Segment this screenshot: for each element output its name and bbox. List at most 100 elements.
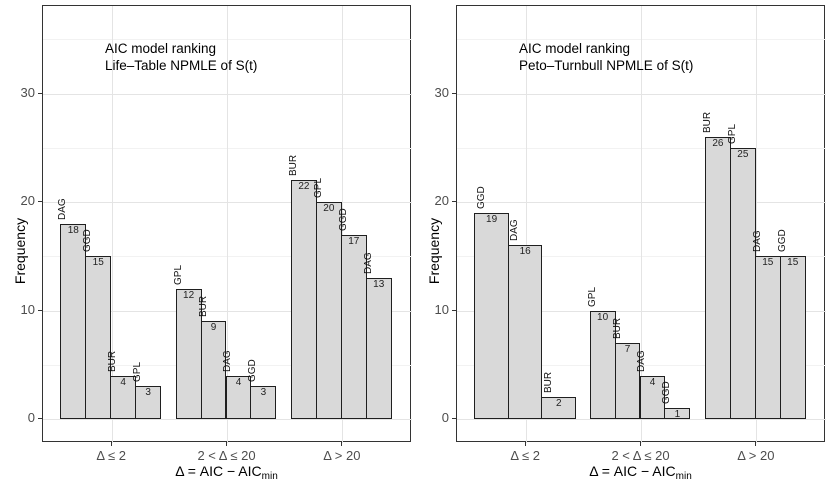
y-tick-label: 20: [434, 193, 449, 208]
y-tick: [452, 201, 456, 202]
bar-model-label: GPL: [172, 264, 184, 285]
x-tick: [524, 442, 526, 446]
bar-GPL: [589, 310, 616, 419]
bar-model-label: DAG: [57, 198, 69, 220]
bar-GPL: [315, 202, 342, 419]
x-axis-title-subscript: min: [675, 471, 692, 482]
bar-value-label: 7: [624, 344, 631, 356]
x-tick: [226, 442, 227, 446]
bar-model-label: GGD: [82, 229, 94, 253]
bar-BUR: [110, 375, 137, 419]
bar-GPL: [729, 147, 756, 419]
bar-value-label: 20: [323, 203, 335, 214]
x-tick: [755, 442, 757, 446]
bar-value-label: 3: [260, 387, 267, 399]
x-tick-label: Δ ≤ 2: [510, 448, 540, 463]
gridline-major-x: [641, 6, 642, 443]
y-tick-label: 20: [20, 193, 35, 208]
y-tick: [38, 92, 42, 94]
x-tick-label: 2 < Δ ≤ 20: [197, 448, 256, 463]
bar-GGD: [664, 408, 691, 419]
bar-value-label: 10: [597, 311, 609, 323]
bar-model-label: GGD: [661, 381, 673, 405]
bar-model-label: GGD: [776, 229, 788, 253]
bar-value-label: 26: [712, 137, 724, 149]
bar-model-label: BUR: [542, 372, 554, 394]
bar-model-label: DAG: [636, 349, 648, 372]
y-tick-label: 0: [27, 410, 35, 425]
bar-value-label: 13: [373, 278, 385, 290]
x-tick-label: Δ ≤ 2: [96, 448, 126, 463]
bar-model-label: GPL: [586, 286, 598, 307]
bar-BUR: [704, 136, 731, 419]
bar-model-label: DAG: [509, 219, 521, 242]
bar-value-label: 19: [486, 213, 498, 225]
bar-BUR: [541, 397, 577, 419]
bar-model-label: BUR: [287, 155, 299, 177]
plot-panel: AIC model ranking Life–Table NPMLE of S(t…: [42, 5, 412, 443]
bar-value-label: 4: [235, 376, 242, 388]
panel-title-line: Peto–Turnbull NPMLE of S(t): [519, 58, 694, 73]
bar-value-label: 3: [145, 387, 151, 399]
y-tick: [38, 309, 42, 311]
bar-GGD: [340, 234, 367, 419]
gridline-major-x: [227, 6, 228, 443]
x-axis-title: Δ = AIC − AICmin: [456, 463, 825, 482]
bar-value-label: 15: [762, 257, 774, 269]
bar-model-label: GPL: [726, 123, 738, 144]
bar-value-label: 15: [787, 257, 799, 269]
bar-model-label: BUR: [611, 317, 623, 340]
gridline-major-x: [111, 6, 113, 443]
panel-title: AIC model ranking Peto–Turnbull NPMLE of …: [519, 40, 693, 74]
bar-model-label: GGD: [247, 359, 259, 383]
bar-value-label: 12: [183, 289, 195, 301]
bar-model-label: BUR: [701, 111, 713, 133]
bar-model-label: DAG: [222, 349, 234, 372]
panel-title-line: AIC model ranking: [105, 41, 217, 56]
y-tick: [38, 201, 42, 202]
bar-BUR: [290, 180, 317, 419]
bar-BUR: [200, 321, 227, 419]
bar-value-label: 15: [92, 257, 104, 269]
x-tick-label: Δ > 20: [323, 448, 361, 463]
y-tick: [452, 309, 456, 311]
bar-model-label: GPL: [132, 362, 144, 383]
x-axis-title-main: Δ = AIC − AIC: [175, 463, 262, 479]
panel-title-line: Life–Table NPMLE of S(t): [105, 58, 258, 73]
y-tick-label: 10: [20, 301, 35, 317]
bar-DAG: [507, 245, 543, 419]
bar-GGD: [85, 256, 112, 419]
bar-value-label: 17: [348, 235, 360, 247]
bar-GGD: [250, 386, 277, 419]
y-tick: [452, 418, 456, 419]
gridline-major-x: [756, 6, 758, 443]
bar-DAG: [754, 256, 781, 419]
bar-DAG: [639, 375, 666, 419]
bar-value-label: 9: [210, 322, 217, 334]
y-axis-title: Frequency: [426, 217, 442, 285]
y-tick-label: 30: [20, 84, 35, 100]
bar-model-label: BUR: [107, 350, 119, 372]
bar-model-label: BUR: [197, 296, 209, 318]
bar-BUR: [614, 343, 641, 419]
bar-DAG: [365, 277, 392, 419]
bar-value-label: 25: [737, 148, 749, 160]
y-tick-label: 0: [441, 410, 449, 425]
x-tick-label: 2 < Δ ≤ 20: [611, 448, 670, 463]
x-tick-label: Δ > 20: [737, 448, 775, 463]
bar-value-label: 2: [556, 398, 562, 410]
bar-GGD: [779, 256, 806, 419]
y-tick-label: 10: [434, 301, 449, 317]
bar-model-label: GGD: [475, 186, 487, 209]
bar-DAG: [60, 223, 87, 419]
x-axis-title-main: Δ = AIC − AIC: [589, 463, 676, 479]
x-tick: [341, 442, 343, 446]
y-tick: [452, 92, 456, 94]
x-tick: [640, 442, 641, 446]
bar-GGD: [474, 212, 509, 419]
gridline-major-x: [525, 6, 527, 443]
bar-value-label: 22: [298, 181, 310, 193]
y-tick-label: 30: [434, 84, 449, 100]
x-axis-title-subscript: min: [261, 471, 278, 482]
